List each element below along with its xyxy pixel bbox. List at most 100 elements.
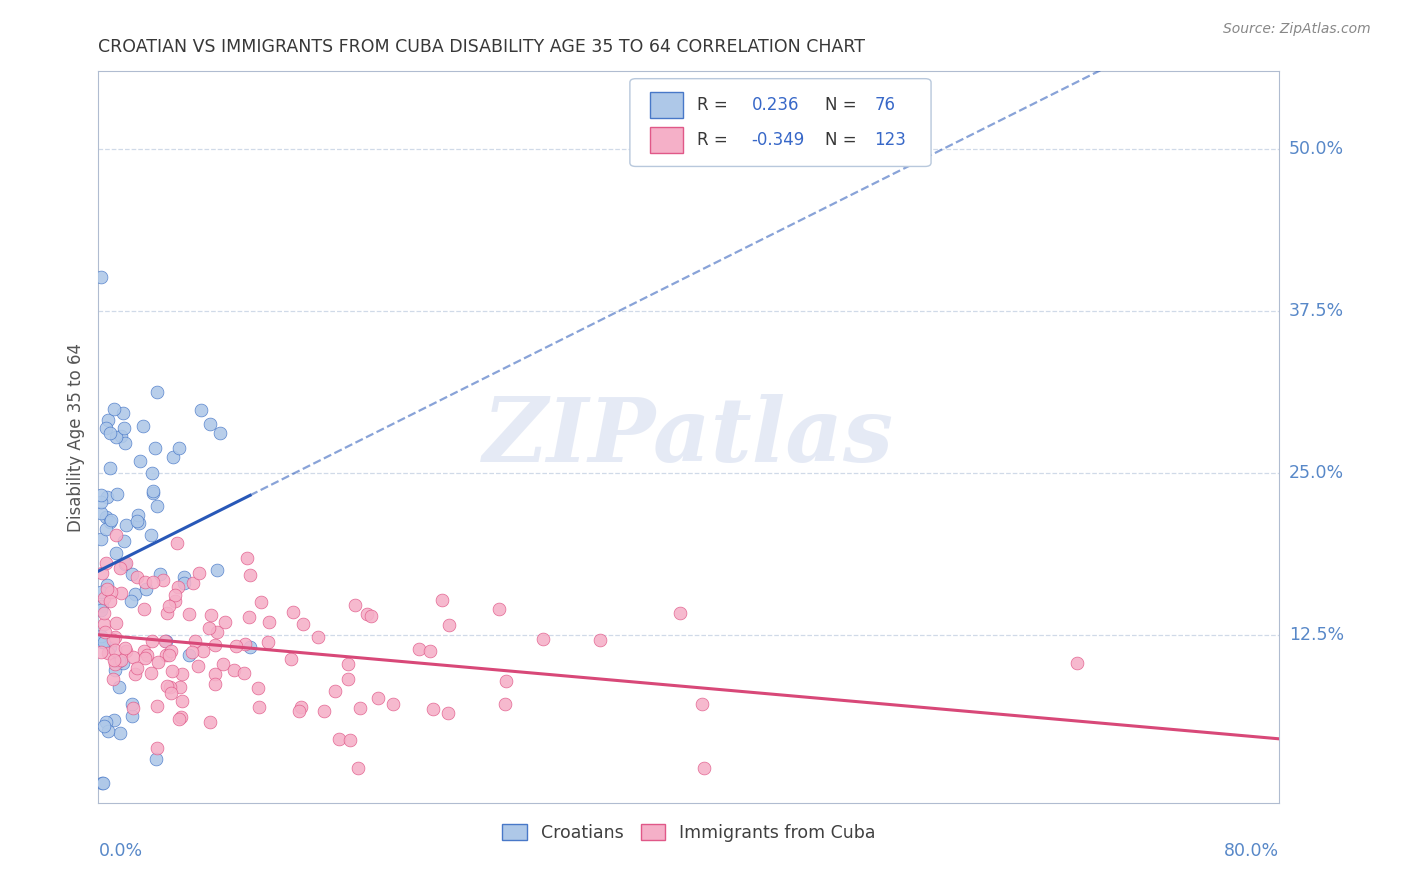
Point — [160, 643, 183, 657]
Point — [94, 522, 117, 536]
Point — [134, 602, 156, 616]
Point — [141, 574, 163, 589]
Point — [692, 697, 714, 711]
Text: 50.0%: 50.0% — [1289, 140, 1344, 158]
Point — [134, 650, 156, 665]
Point — [90, 632, 112, 647]
Text: Source: ZipAtlas.com: Source: ZipAtlas.com — [1223, 22, 1371, 37]
Text: -0.349: -0.349 — [752, 131, 804, 149]
Point — [238, 610, 260, 624]
Point — [367, 691, 389, 706]
Point — [668, 606, 690, 620]
Point — [90, 495, 112, 509]
Point — [292, 617, 315, 632]
Point — [120, 593, 142, 607]
Text: 80.0%: 80.0% — [1225, 842, 1279, 860]
Point — [419, 643, 441, 657]
Point — [187, 659, 209, 673]
Point — [165, 593, 187, 607]
Point — [124, 666, 146, 681]
Point — [344, 598, 367, 612]
Point — [250, 595, 273, 609]
Point — [121, 567, 143, 582]
Text: ZIPatlas: ZIPatlas — [484, 394, 894, 480]
Point — [356, 607, 378, 621]
Point — [148, 655, 170, 669]
Point — [180, 645, 202, 659]
Point — [98, 425, 121, 440]
Point — [214, 615, 236, 630]
Point — [125, 661, 148, 675]
Point — [146, 384, 169, 399]
Point — [204, 666, 226, 681]
Point — [247, 700, 270, 714]
Point — [100, 584, 122, 599]
Point — [280, 652, 302, 666]
Point — [209, 425, 232, 440]
Point — [170, 709, 193, 723]
Point — [205, 625, 228, 640]
FancyBboxPatch shape — [630, 78, 931, 167]
Point — [205, 563, 228, 577]
Point — [307, 630, 329, 644]
Point — [108, 726, 131, 740]
Point — [159, 680, 181, 694]
Point — [90, 566, 112, 581]
Point — [114, 557, 136, 571]
Point — [90, 585, 112, 599]
Point — [96, 715, 118, 730]
Point — [495, 673, 517, 688]
Point — [122, 649, 145, 664]
Point — [103, 713, 125, 727]
Point — [288, 704, 311, 718]
Legend: Croatians, Immigrants from Cuba: Croatians, Immigrants from Cuba — [495, 817, 883, 849]
Point — [191, 644, 214, 658]
Point — [337, 657, 360, 671]
Point — [141, 466, 163, 480]
Point — [422, 702, 444, 716]
Point — [488, 602, 510, 616]
Point — [145, 752, 167, 766]
Point — [96, 582, 118, 596]
Point — [127, 508, 149, 523]
Point — [112, 534, 135, 549]
Point — [90, 635, 112, 649]
Point — [152, 573, 174, 587]
Point — [146, 699, 169, 714]
Point — [236, 551, 259, 566]
Point — [408, 642, 430, 657]
Point — [134, 644, 156, 658]
Point — [157, 599, 180, 614]
Point — [346, 761, 368, 775]
Point — [200, 417, 222, 432]
Point — [125, 514, 148, 528]
Point — [104, 429, 127, 443]
Point — [188, 566, 211, 581]
Point — [111, 406, 134, 420]
Point — [328, 732, 350, 747]
Point — [124, 587, 146, 601]
Point — [90, 629, 112, 643]
Point — [90, 776, 112, 790]
Point — [96, 490, 118, 504]
Point — [281, 605, 304, 619]
Point — [121, 709, 143, 723]
Point — [135, 582, 157, 596]
Point — [108, 680, 131, 694]
Point — [104, 546, 127, 560]
Point — [96, 577, 118, 591]
Point — [90, 488, 112, 502]
Point — [314, 704, 336, 718]
Y-axis label: Disability Age 35 to 64: Disability Age 35 to 64 — [66, 343, 84, 532]
Point — [146, 499, 169, 513]
Point — [110, 560, 132, 574]
Point — [142, 486, 165, 500]
Point — [98, 594, 121, 608]
Point — [93, 616, 115, 631]
Point — [139, 528, 162, 542]
Point — [97, 646, 120, 660]
Point — [105, 528, 128, 542]
Point — [104, 616, 127, 631]
Point — [98, 640, 121, 654]
Point — [93, 591, 115, 605]
